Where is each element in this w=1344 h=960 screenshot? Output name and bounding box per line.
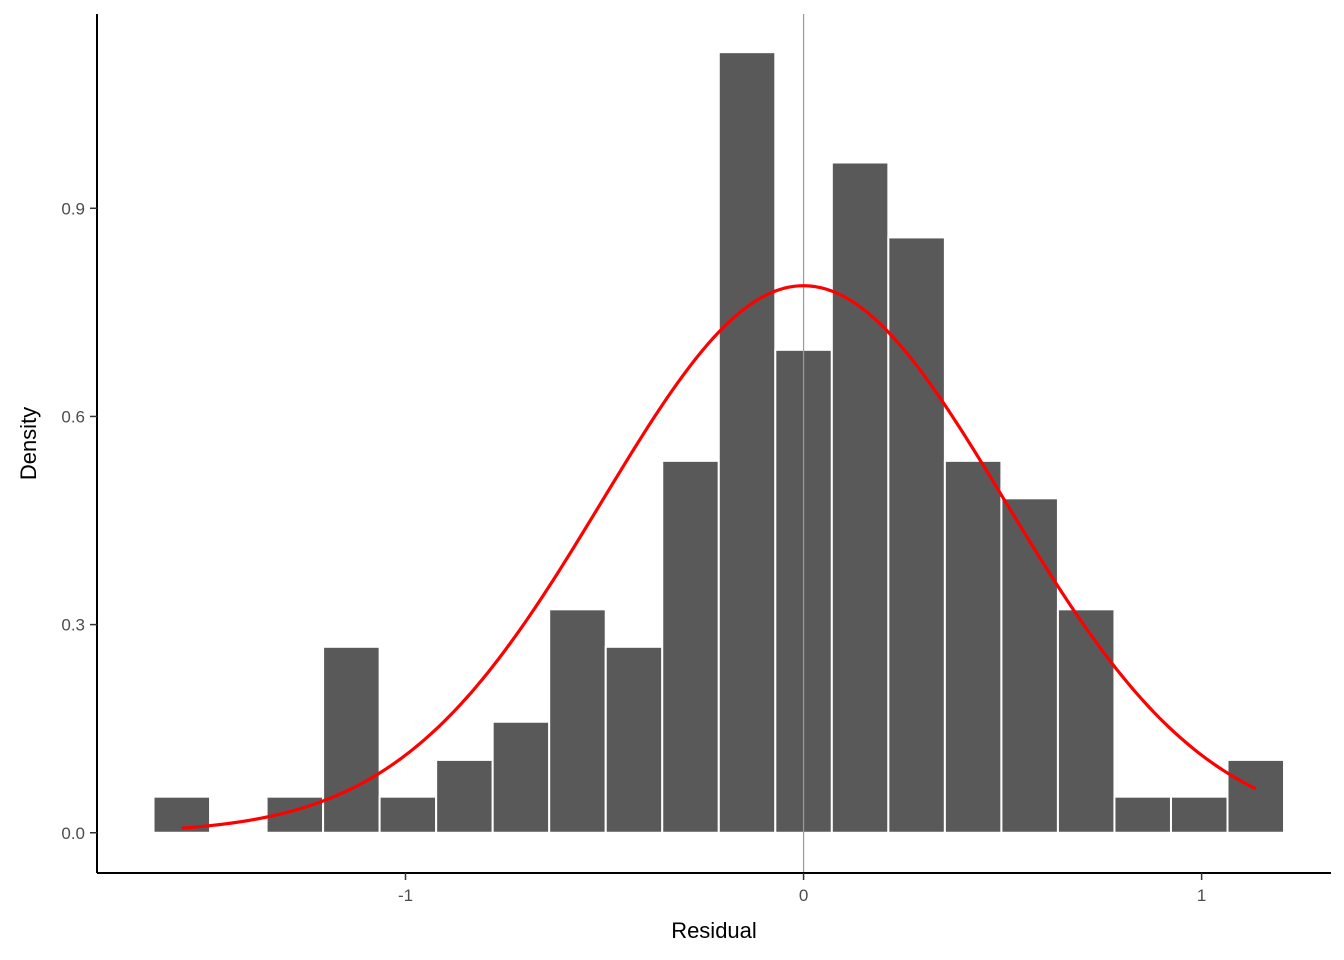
x-axis-ticks: -1 0 1 bbox=[398, 873, 1206, 905]
histogram-bar-19 bbox=[1226, 758, 1286, 834]
histogram-bar-16 bbox=[1056, 608, 1116, 834]
histogram-bar-9 bbox=[661, 459, 720, 834]
histogram-bars bbox=[152, 51, 1286, 834]
histogram-bar-12 bbox=[830, 161, 890, 834]
x-tick-label: 0 bbox=[799, 886, 808, 905]
y-tick-label: 0.9 bbox=[61, 199, 85, 218]
histogram-bar-15 bbox=[1000, 497, 1059, 834]
histogram-bar-3 bbox=[322, 645, 381, 834]
y-axis-title: Density bbox=[16, 407, 41, 480]
x-tick-label: -1 bbox=[398, 886, 413, 905]
histogram-bar-18 bbox=[1169, 795, 1229, 834]
y-tick-label: 0.6 bbox=[61, 407, 85, 426]
histogram-bar-10 bbox=[717, 51, 777, 834]
histogram-bar-17 bbox=[1113, 795, 1172, 834]
y-axis-ticks: 0.0 0.3 0.6 0.9 bbox=[61, 199, 97, 843]
histogram-bar-7 bbox=[548, 608, 607, 834]
x-axis-title: Residual bbox=[671, 918, 757, 943]
y-tick-label: 0.0 bbox=[61, 824, 85, 843]
histogram-bar-14 bbox=[943, 459, 1003, 834]
histogram-bar-5 bbox=[435, 758, 494, 834]
histogram-bar-13 bbox=[887, 236, 946, 834]
y-tick-label: 0.3 bbox=[61, 616, 85, 635]
histogram-bar-6 bbox=[491, 720, 551, 834]
x-tick-label: 1 bbox=[1197, 886, 1206, 905]
histogram-bar-8 bbox=[604, 645, 664, 834]
normal-density-curve bbox=[181, 284, 1257, 830]
histogram-bar-4 bbox=[378, 795, 438, 834]
